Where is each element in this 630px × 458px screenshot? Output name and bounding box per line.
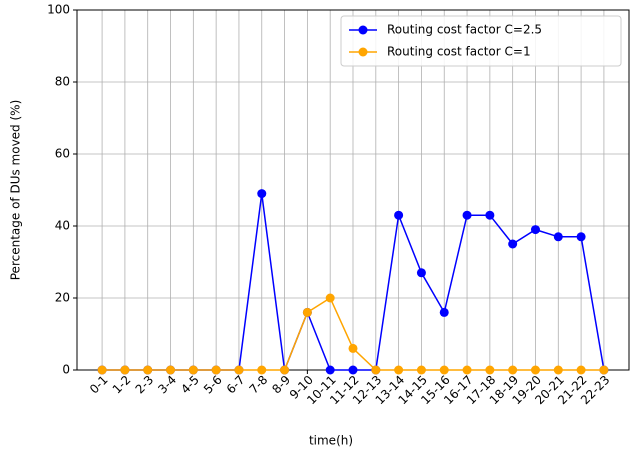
y-tick-label: 80 — [55, 75, 70, 89]
point — [302, 307, 312, 317]
point — [234, 365, 244, 375]
y-axis-label: Percentage of DUs moved (%) — [9, 100, 23, 281]
x-tick-label: 4-5 — [178, 373, 202, 397]
y-tick-label: 20 — [55, 291, 70, 305]
point — [348, 365, 358, 375]
x-tick-label: 5-6 — [201, 373, 225, 397]
point — [97, 365, 107, 375]
x-tick-label: 0-1 — [87, 373, 111, 397]
point — [188, 365, 198, 375]
y-tick-label: 100 — [47, 3, 70, 17]
point — [371, 365, 381, 375]
point — [257, 365, 267, 375]
x-tick-label: 3-4 — [155, 373, 179, 397]
point — [394, 365, 404, 375]
point — [485, 210, 495, 220]
point — [416, 365, 426, 375]
y-tick-label: 0 — [62, 363, 70, 377]
point — [462, 210, 472, 220]
point — [120, 365, 130, 375]
point — [166, 365, 176, 375]
legend-box — [340, 15, 622, 67]
point — [348, 343, 358, 353]
point — [576, 365, 586, 375]
x-tick-label: 7-8 — [247, 373, 271, 397]
legend-marker — [358, 47, 368, 57]
point — [257, 189, 267, 199]
point — [485, 365, 495, 375]
point — [439, 365, 449, 375]
point — [599, 365, 609, 375]
point — [553, 232, 563, 242]
point — [280, 365, 290, 375]
point — [211, 365, 221, 375]
y-tick-label: 40 — [55, 219, 70, 233]
point — [143, 365, 153, 375]
point — [325, 293, 335, 303]
x-axis-label: time(h) — [309, 434, 353, 448]
x-tick-label: 6-7 — [224, 373, 248, 397]
legend: Routing cost factor C=2.5 Routing cost fa… — [340, 15, 622, 67]
point — [508, 365, 518, 375]
y-tick-label: 60 — [55, 147, 70, 161]
x-tick-label: 2-3 — [133, 373, 157, 397]
legend-label: Routing cost factor C=1 — [387, 45, 531, 59]
point — [508, 239, 518, 249]
point — [553, 365, 563, 375]
point — [394, 210, 404, 220]
point — [576, 232, 586, 242]
point — [416, 268, 426, 278]
x-tick-label: 1-2 — [110, 373, 134, 397]
point — [439, 307, 449, 317]
point — [462, 365, 472, 375]
legend-label: Routing cost factor C=2.5 — [387, 23, 542, 37]
legend-marker — [358, 25, 368, 35]
point — [530, 225, 540, 235]
point — [325, 365, 335, 375]
point — [530, 365, 540, 375]
